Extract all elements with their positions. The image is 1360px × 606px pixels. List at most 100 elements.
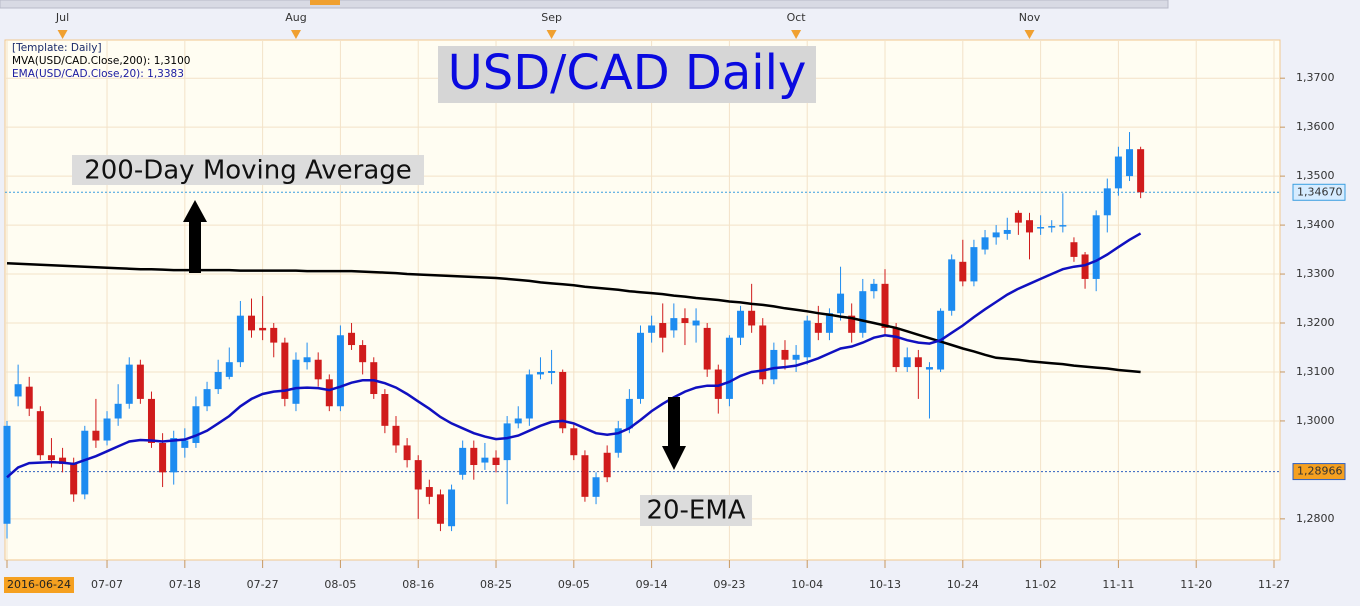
candle-body: [948, 259, 956, 311]
arrow-head: [662, 446, 686, 470]
scrollbar[interactable]: [0, 0, 1169, 9]
x-tick-label: 09-14: [636, 578, 668, 591]
candle-body: [881, 283, 889, 328]
candle-body: [925, 367, 933, 370]
candle-body: [3, 425, 11, 524]
candle-body: [803, 320, 811, 358]
annotation: 200-Day Moving Average: [84, 156, 412, 186]
candle-body: [236, 315, 244, 363]
candle-body: [36, 411, 44, 456]
candle-body: [648, 325, 656, 333]
y-tick-label: 1,2800: [1296, 512, 1335, 525]
candle-body: [603, 452, 611, 478]
x-tick-label: 07-27: [247, 578, 279, 591]
template-label: [Template: Daily]: [12, 42, 102, 54]
candle-body: [436, 494, 444, 524]
plot-area: [4, 39, 1281, 561]
x-tick-label: 11-20: [1180, 578, 1212, 591]
candle-body: [703, 327, 711, 370]
candle-body: [170, 438, 178, 473]
month-marker: [57, 30, 68, 39]
candle-body: [159, 442, 167, 473]
month-marker: [546, 30, 557, 39]
candle-body: [470, 447, 478, 466]
candle-body: [725, 337, 733, 399]
candle-body: [981, 237, 989, 250]
x-tick-label: 11-27: [1258, 578, 1290, 591]
candle-body: [514, 418, 522, 424]
candle-body: [714, 369, 722, 399]
arrow-shaft: [668, 397, 680, 447]
candle-body: [792, 354, 800, 360]
candle-body: [970, 247, 978, 282]
y-tick-label: 1,3500: [1296, 169, 1335, 182]
month-label: Sep: [541, 11, 562, 24]
candle-body: [403, 445, 411, 461]
legend-entry: MVA(USD/CAD.Close,200): 1,3100: [12, 55, 190, 67]
x-tick-label: 10-24: [947, 578, 979, 591]
candle-body: [448, 489, 456, 527]
candle-body: [414, 460, 422, 490]
candle-body: [581, 455, 589, 497]
candle-body: [114, 403, 122, 419]
x-tick-label: 07-07: [91, 578, 123, 591]
candle-body: [770, 349, 778, 380]
candle-body: [837, 293, 845, 314]
candle-body: [136, 364, 144, 399]
price-label: 1,34670: [1297, 185, 1343, 198]
candle-body: [536, 371, 544, 375]
candle-body: [1014, 212, 1022, 223]
x-tick-label: 09-23: [713, 578, 745, 591]
y-tick-label: 1,3400: [1296, 218, 1335, 231]
candle-body: [14, 384, 22, 397]
candle-body: [125, 364, 133, 404]
candle-body: [381, 394, 389, 426]
candle-body: [759, 325, 767, 380]
candle-body: [348, 332, 356, 346]
candle-body: [359, 345, 367, 363]
candle-body: [47, 455, 55, 461]
scroll-thumb[interactable]: [310, 0, 340, 5]
y-tick-label: 1,3100: [1296, 365, 1335, 378]
month-marker: [791, 30, 802, 39]
candle-body: [481, 457, 489, 463]
x-tick-label: 11-11: [1102, 578, 1134, 591]
candle-body: [25, 386, 33, 409]
candle-body: [992, 232, 1000, 238]
indicator-line: [6, 232, 1142, 479]
price-box: [1292, 463, 1346, 481]
candle-body: [1137, 149, 1145, 193]
candle-body: [425, 487, 433, 497]
candle-body: [259, 327, 267, 331]
candle-body: [1126, 149, 1134, 177]
candle-body: [459, 447, 467, 475]
candle-body: [559, 371, 567, 429]
month-label: Nov: [1019, 11, 1041, 24]
candle-body: [637, 332, 644, 399]
price-box: [1292, 183, 1346, 201]
candle-body: [214, 371, 222, 390]
candle-body: [625, 398, 633, 429]
candle-body: [281, 342, 289, 399]
candle-body: [92, 430, 100, 441]
candle-body: [870, 283, 878, 292]
chart-title: USD/CAD Daily: [448, 45, 807, 101]
candle-body: [503, 423, 511, 461]
candle-body: [914, 357, 922, 368]
candle-body: [336, 335, 344, 407]
candle-body: [59, 457, 67, 465]
candle-body: [292, 359, 300, 404]
candle-body: [1037, 227, 1045, 229]
candle-body: [192, 406, 200, 443]
month-marker: [1024, 30, 1035, 39]
candle-body: [592, 477, 600, 497]
candle-body: [681, 318, 689, 324]
y-tick-label: 1,3000: [1296, 414, 1335, 427]
annotation-box: [72, 155, 424, 185]
candle-body: [892, 327, 900, 368]
candle-body: [1048, 226, 1056, 228]
candle-body: [748, 310, 756, 326]
x-tick-label: 09-05: [558, 578, 590, 591]
annotation: 20-EMA: [646, 496, 745, 526]
